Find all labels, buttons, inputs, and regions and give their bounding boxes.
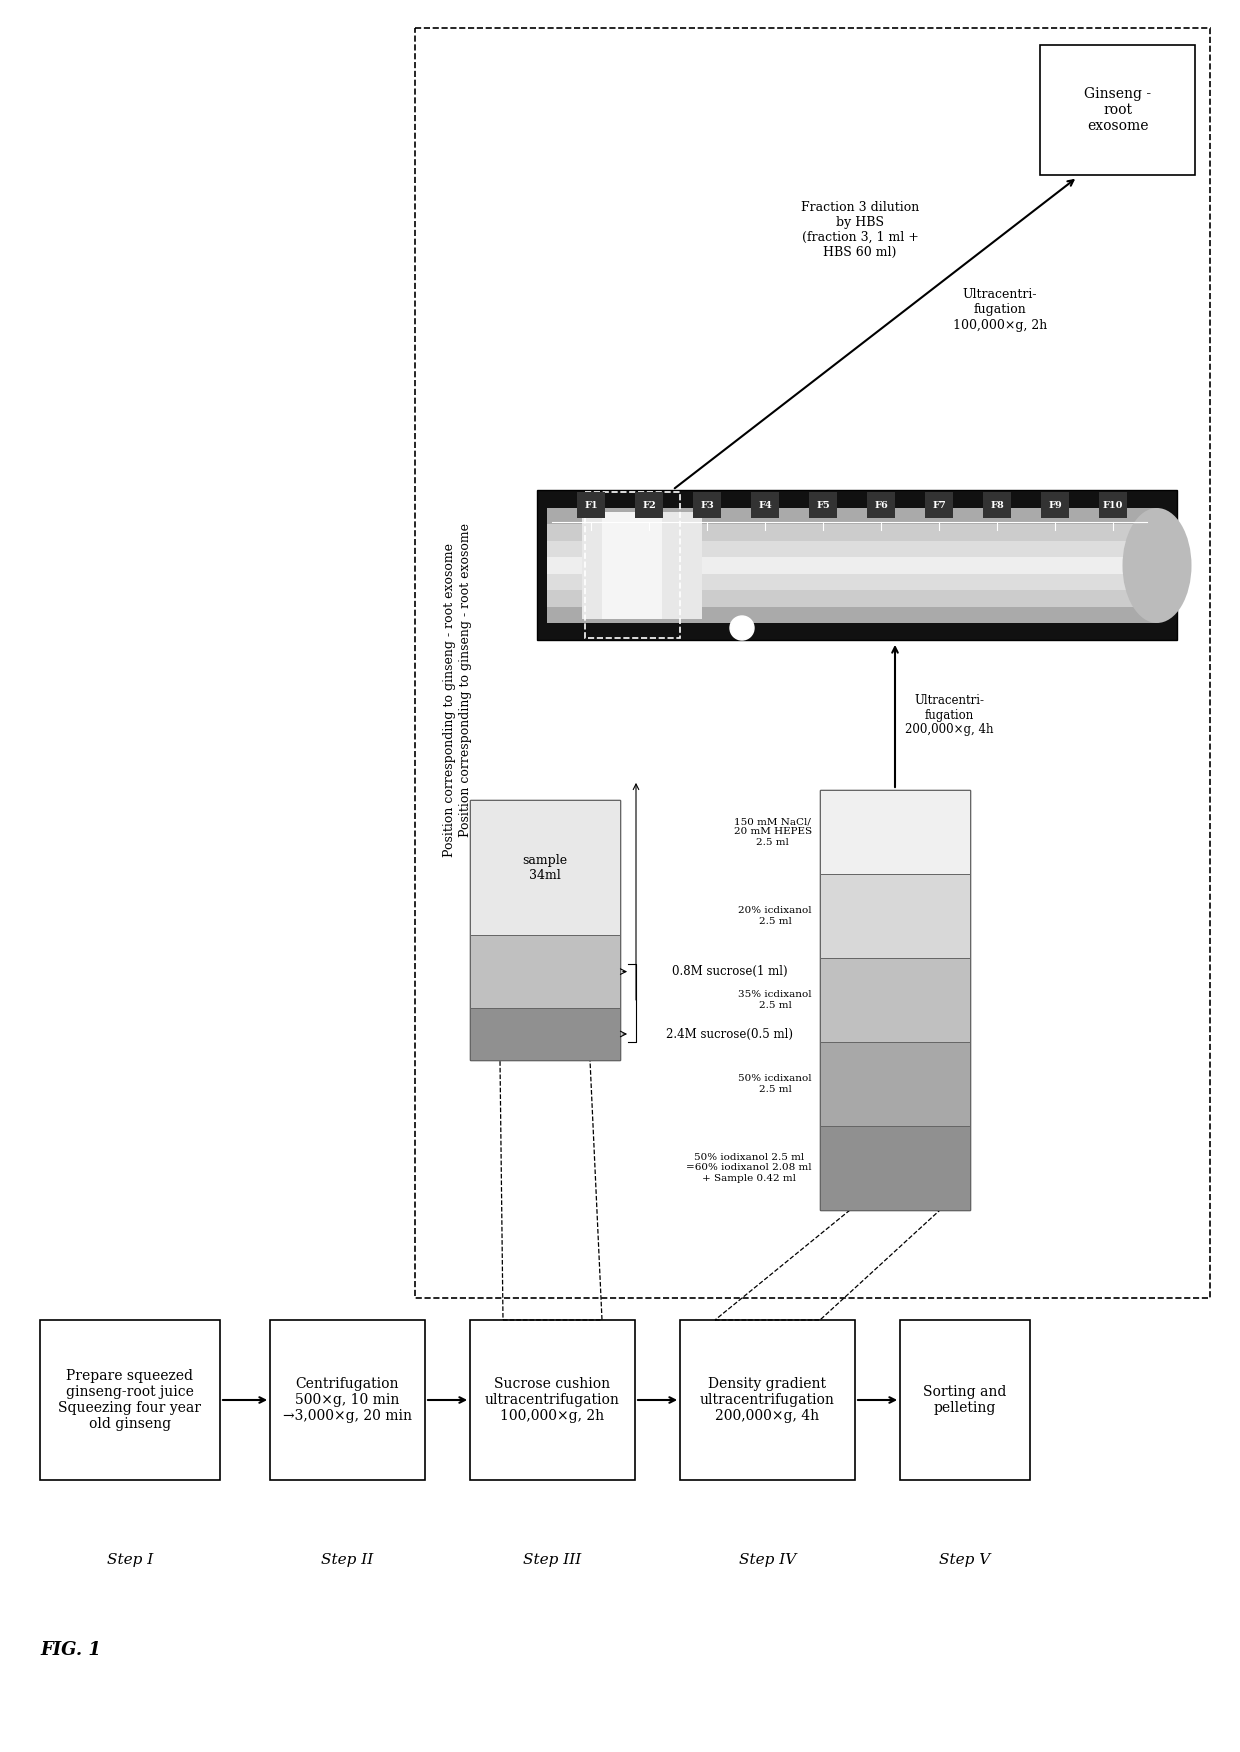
Text: 50% icdixanol
2.5 ml: 50% icdixanol 2.5 ml <box>738 1074 812 1093</box>
Text: Step IV: Step IV <box>739 1552 796 1566</box>
Bar <box>820 874 970 958</box>
Text: 20% icdixanol
2.5 ml: 20% icdixanol 2.5 ml <box>738 906 812 925</box>
Text: F6: F6 <box>874 501 888 510</box>
Text: 2.4M sucrose(0.5 ml): 2.4M sucrose(0.5 ml) <box>667 1027 794 1041</box>
Bar <box>680 1319 856 1480</box>
Text: Ultracentri-
fugation
200,000×g, 4h: Ultracentri- fugation 200,000×g, 4h <box>905 694 993 736</box>
Bar <box>547 541 1157 557</box>
Bar <box>547 508 1157 524</box>
Text: Density gradient
ultracentrifugation
200,000×g, 4h: Density gradient ultracentrifugation 200… <box>701 1377 835 1423</box>
Text: F7: F7 <box>932 501 946 510</box>
Text: F5: F5 <box>816 501 830 510</box>
Bar <box>1099 492 1127 519</box>
Bar <box>693 492 720 519</box>
Text: F4: F4 <box>758 501 771 510</box>
Bar <box>820 1042 970 1127</box>
Bar <box>577 492 605 519</box>
Text: Position corresponding to ginseng - root exosome: Position corresponding to ginseng - root… <box>444 543 456 857</box>
Text: Fraction 3 dilution
by HBS
(fraction 3, 1 ml +
HBS 60 ml): Fraction 3 dilution by HBS (fraction 3, … <box>801 201 919 259</box>
Bar <box>808 492 837 519</box>
Text: Ginseng -
root
exosome: Ginseng - root exosome <box>1084 88 1151 133</box>
Bar <box>470 936 620 1007</box>
Bar <box>470 801 620 1060</box>
Text: F2: F2 <box>642 501 656 510</box>
Ellipse shape <box>1122 508 1192 624</box>
Text: 50% iodixanol 2.5 ml
=60% iodixanol 2.08 ml
+ Sample 0.42 ml: 50% iodixanol 2.5 ml =60% iodixanol 2.08… <box>687 1153 812 1183</box>
Bar <box>820 790 970 874</box>
Circle shape <box>730 617 754 639</box>
Text: Step I: Step I <box>107 1552 153 1566</box>
Text: Position corresponding to ginseng - root exosome: Position corresponding to ginseng - root… <box>459 524 471 837</box>
Bar <box>547 573 1157 590</box>
Bar <box>601 512 662 618</box>
Bar <box>867 492 895 519</box>
Bar <box>925 492 954 519</box>
Bar <box>820 1127 970 1211</box>
Text: 0.8M sucrose(1 ml): 0.8M sucrose(1 ml) <box>672 965 787 978</box>
Bar <box>582 512 702 618</box>
Bar <box>547 590 1157 606</box>
Text: F8: F8 <box>990 501 1004 510</box>
Bar <box>547 524 1157 541</box>
Bar <box>983 492 1011 519</box>
Bar <box>537 491 1177 639</box>
Text: Step II: Step II <box>321 1552 373 1566</box>
Bar <box>585 492 680 638</box>
Text: FIG. 1: FIG. 1 <box>40 1642 100 1659</box>
Bar <box>635 492 663 519</box>
Text: F1: F1 <box>584 501 598 510</box>
Bar <box>900 1319 1030 1480</box>
Bar <box>1042 492 1069 519</box>
Bar <box>547 606 1157 624</box>
Bar <box>470 1319 635 1480</box>
Text: F9: F9 <box>1048 501 1061 510</box>
Text: 35% icdixanol
2.5 ml: 35% icdixanol 2.5 ml <box>738 990 812 1009</box>
Bar <box>1040 46 1195 175</box>
Text: Sorting and
pelleting: Sorting and pelleting <box>924 1384 1007 1416</box>
Bar <box>470 801 620 936</box>
Bar <box>415 28 1210 1298</box>
Text: Prepare squeezed
ginseng-root juice
Squeezing four year
old ginseng: Prepare squeezed ginseng-root juice Sque… <box>58 1368 201 1431</box>
Text: Ultracentri-
fugation
100,000×g, 2h: Ultracentri- fugation 100,000×g, 2h <box>952 289 1047 331</box>
Text: Step III: Step III <box>523 1552 582 1566</box>
Bar <box>820 790 970 1211</box>
Bar <box>470 1007 620 1060</box>
Text: Centrifugation
500×g, 10 min
→3,000×g, 20 min: Centrifugation 500×g, 10 min →3,000×g, 2… <box>283 1377 412 1423</box>
Bar <box>40 1319 219 1480</box>
Bar <box>751 492 779 519</box>
Text: sample
34ml: sample 34ml <box>522 853 568 881</box>
Bar <box>547 557 1157 573</box>
Text: F3: F3 <box>701 501 714 510</box>
Text: Step V: Step V <box>940 1552 991 1566</box>
Text: 150 mM NaCl/
20 mM HEPES
2.5 ml: 150 mM NaCl/ 20 mM HEPES 2.5 ml <box>734 816 812 846</box>
Bar <box>820 958 970 1042</box>
Text: F10: F10 <box>1102 501 1123 510</box>
Bar <box>270 1319 425 1480</box>
Text: Sucrose cushion
ultracentrifugation
100,000×g, 2h: Sucrose cushion ultracentrifugation 100,… <box>485 1377 620 1423</box>
